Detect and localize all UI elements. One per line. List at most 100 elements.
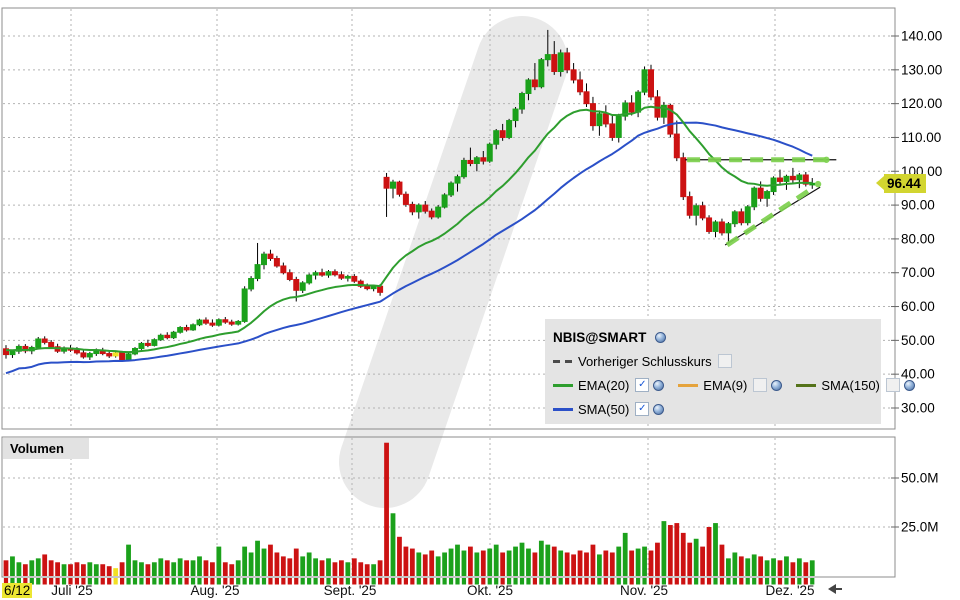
volume-bar	[442, 552, 447, 576]
globe-icon[interactable]	[653, 403, 665, 415]
candle-body	[428, 210, 435, 218]
volume-bar	[390, 513, 396, 576]
indicator-checkbox[interactable]: ✓	[635, 402, 650, 416]
volume-bar	[506, 550, 512, 576]
volume-bar	[184, 560, 189, 576]
day-strip-square	[210, 578, 215, 585]
candle-body	[41, 338, 48, 343]
volume-bar	[667, 525, 673, 576]
candle-body	[635, 91, 642, 113]
volume-bar	[197, 556, 202, 576]
volume-bar	[603, 550, 609, 576]
candle-body	[777, 177, 783, 182]
volume-bar	[203, 560, 209, 576]
day-strip-square	[158, 578, 163, 585]
day-strip-square	[61, 578, 67, 585]
legend-item-ema9: EMA(9)	[678, 378, 783, 393]
day-strip-square	[294, 578, 299, 585]
candle-body	[293, 278, 300, 291]
candle-body	[570, 69, 577, 81]
day-strip-square	[629, 578, 634, 585]
candle-body	[409, 203, 416, 213]
volume-bar	[661, 521, 667, 576]
candle-body	[235, 320, 242, 325]
day-strip-square	[300, 578, 305, 585]
candle-body	[48, 341, 55, 348]
volume-bar	[713, 523, 718, 576]
volume-bar	[364, 564, 370, 576]
day-strip-square	[190, 578, 196, 585]
day-strip-square	[803, 578, 808, 585]
candle-body	[119, 352, 126, 361]
gridlines	[3, 9, 895, 576]
day-strip-square	[758, 578, 763, 585]
day-strip-square	[397, 578, 402, 585]
day-strip-square	[74, 578, 80, 585]
globe-icon[interactable]	[771, 379, 783, 391]
candle-body	[325, 271, 332, 276]
globe-icon[interactable]	[653, 379, 665, 391]
candle-body	[467, 159, 474, 164]
candle-body	[699, 205, 706, 219]
volume-bar	[358, 562, 364, 576]
candle-body	[254, 264, 261, 279]
day-strip-square	[507, 578, 512, 585]
legend-symbol-title: NBIS@SMART	[553, 329, 647, 345]
day-strip-square	[255, 578, 260, 585]
volume-bar	[538, 540, 544, 576]
volume-bar	[306, 552, 312, 576]
volume-bar	[106, 566, 112, 576]
volume-bar	[487, 548, 493, 576]
volume-bar	[81, 564, 86, 576]
candle-body	[164, 334, 171, 339]
day-strip-square	[307, 578, 312, 585]
volume-bar	[513, 546, 518, 576]
volume-bar	[93, 564, 99, 576]
candlestick-series	[3, 29, 816, 362]
candle-body	[499, 130, 506, 138]
day-strip-square	[423, 578, 428, 585]
volume-bar	[300, 556, 306, 576]
candle-body	[390, 181, 396, 189]
day-strip-square	[623, 578, 628, 585]
candle-body	[531, 79, 538, 88]
volume-bar	[474, 552, 480, 576]
candle-body	[693, 205, 700, 216]
day-strip-square	[23, 578, 28, 585]
globe-icon[interactable]	[655, 331, 667, 343]
day-strip-square	[365, 578, 370, 585]
scroll-handle-icon[interactable]	[828, 584, 836, 594]
legend-item-sma50: SMA(50) ✓	[553, 402, 665, 417]
price-axis-label: 70.00	[901, 265, 935, 280]
day-strip-square	[120, 578, 125, 585]
indicator-checkbox[interactable]: ✓	[635, 378, 650, 392]
volume-bar	[397, 536, 402, 576]
candle-body	[480, 157, 487, 162]
day-strip-square	[603, 578, 608, 585]
volume-bar	[403, 546, 409, 576]
day-strip-square	[436, 578, 441, 585]
volume-bar	[809, 560, 815, 576]
volume-bar	[10, 556, 15, 576]
volume-bar	[119, 562, 125, 576]
volume-bar	[164, 560, 170, 576]
volume-bar	[706, 527, 712, 576]
volume-bar	[545, 544, 551, 576]
indicator-checkbox[interactable]	[753, 378, 768, 392]
candle-body	[261, 253, 267, 266]
candle-body	[641, 69, 648, 93]
volume-bar	[319, 560, 325, 576]
candle-body	[209, 322, 216, 326]
day-strip-square	[261, 578, 267, 585]
globe-icon[interactable]	[903, 379, 915, 391]
volume-bar	[87, 562, 93, 576]
volume-bar	[571, 554, 576, 576]
candle-body	[622, 102, 629, 117]
month-label: Dez. '25	[765, 583, 815, 598]
candle-body	[525, 79, 532, 94]
indicator-checkbox[interactable]	[885, 378, 900, 392]
prev-close-checkbox[interactable]	[717, 354, 732, 368]
volume-bar	[339, 560, 344, 576]
day-strip-square	[184, 578, 189, 585]
